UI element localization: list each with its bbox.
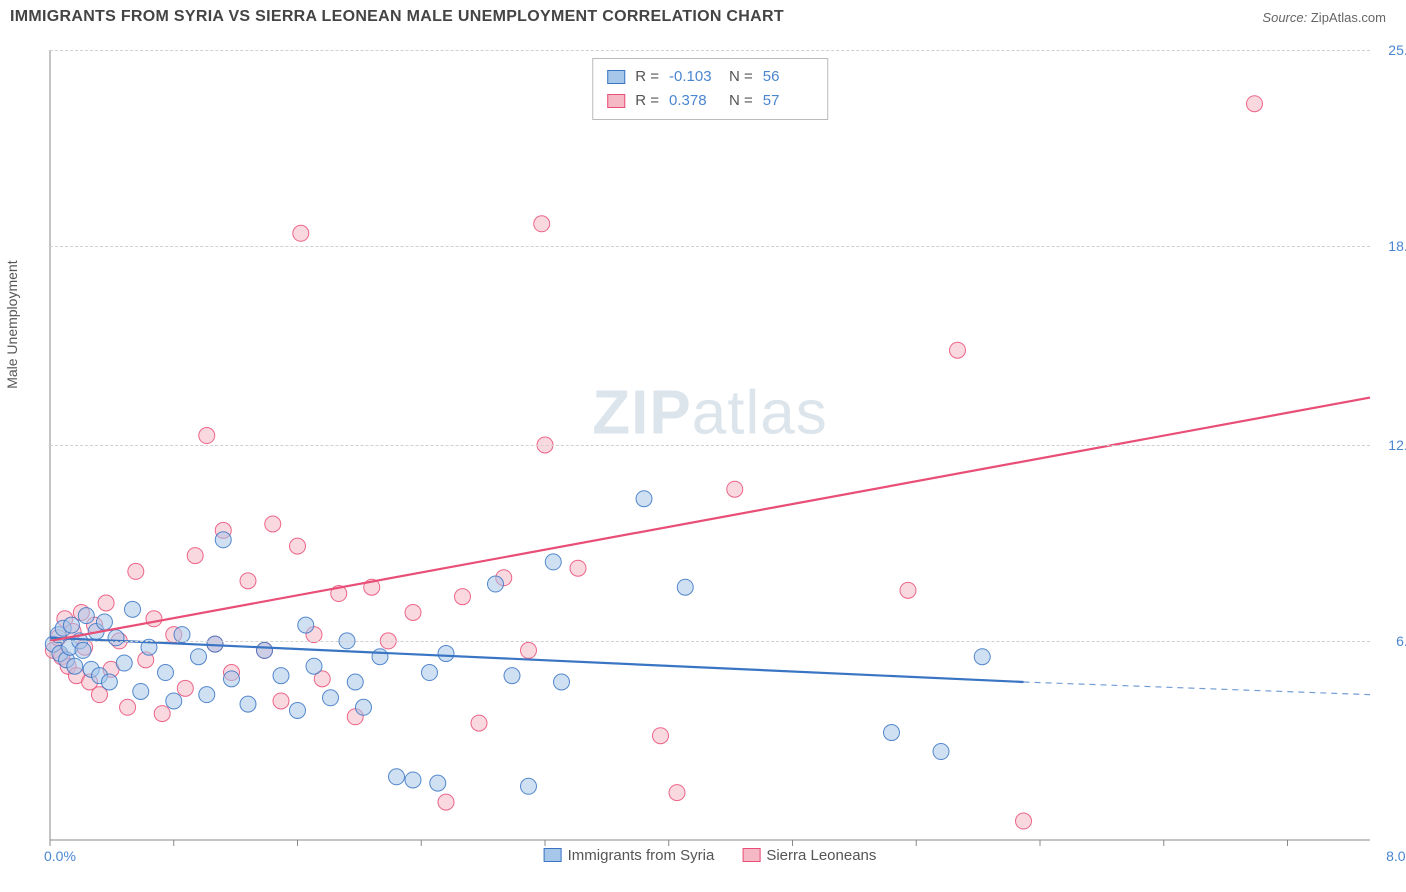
gridline <box>50 246 1370 247</box>
chart-source: Source: ZipAtlas.com <box>1262 10 1386 25</box>
legend-swatch-syria-bottom <box>544 848 562 862</box>
chart-header: IMMIGRANTS FROM SYRIA VS SIERRA LEONEAN … <box>0 0 1406 34</box>
y-tick-label: 6.3% <box>1396 633 1406 649</box>
x-max-label: 8.0% <box>1386 848 1406 864</box>
legend-item-syria: Immigrants from Syria <box>544 847 715 864</box>
x-min-label: 0.0% <box>44 848 76 864</box>
n-label: N = <box>729 65 753 89</box>
legend-swatch-syria <box>607 70 625 84</box>
y-tick-label: 12.5% <box>1388 437 1406 453</box>
correlation-legend: R = -0.103 N = 56 R = 0.378 N = 57 <box>592 58 828 120</box>
n-value-syria: 56 <box>763 65 813 89</box>
legend-label-syria: Immigrants from Syria <box>568 847 715 864</box>
legend-swatch-sierra-bottom <box>742 848 760 862</box>
gridline <box>50 445 1370 446</box>
gridline <box>50 50 1370 51</box>
legend-item-sierra: Sierra Leoneans <box>742 847 876 864</box>
series-legend: Immigrants from Syria Sierra Leoneans <box>544 847 877 864</box>
legend-label-sierra: Sierra Leoneans <box>766 847 876 864</box>
legend-row-sierra: R = 0.378 N = 57 <box>607 89 813 113</box>
chart-title: IMMIGRANTS FROM SYRIA VS SIERRA LEONEAN … <box>10 8 784 26</box>
gridline <box>50 641 1370 642</box>
legend-row-syria: R = -0.103 N = 56 <box>607 65 813 89</box>
r-label: R = <box>635 65 659 89</box>
r-label: R = <box>635 89 659 113</box>
y-tick-label: 18.8% <box>1388 238 1406 254</box>
source-prefix: Source: <box>1262 10 1307 25</box>
n-label: N = <box>729 89 753 113</box>
r-value-sierra: 0.378 <box>669 89 719 113</box>
r-value-syria: -0.103 <box>669 65 719 89</box>
source-name: ZipAtlas.com <box>1311 10 1386 25</box>
legend-swatch-sierra <box>607 94 625 108</box>
y-tick-label: 25.0% <box>1388 42 1406 58</box>
chart-area: Male Unemployment ZIPatlas R = -0.103 N … <box>50 50 1370 840</box>
y-axis-label: Male Unemployment <box>4 260 20 388</box>
n-value-sierra: 57 <box>763 89 813 113</box>
